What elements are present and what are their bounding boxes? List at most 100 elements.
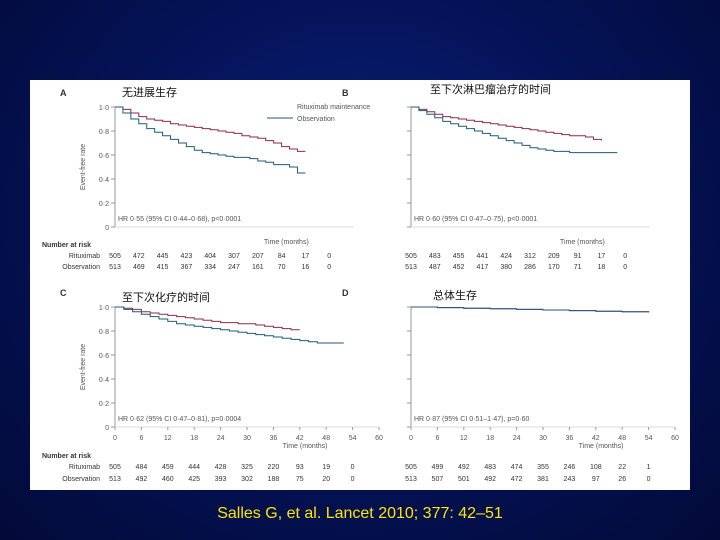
x-tick-label-c-9: 54 (349, 435, 357, 442)
x-tick-label-d-10: 60 (671, 435, 679, 442)
risk-observation-d-0: 513 (405, 476, 417, 483)
risk-observation-c-5: 302 (241, 476, 253, 483)
x-tick-label-c-0: 0 (113, 435, 117, 442)
y-tick-label-a-0: 0 (105, 225, 109, 232)
risk-label-observation-a: Observation (62, 264, 100, 271)
x-tick-label-c-6: 36 (270, 435, 278, 442)
risk-observation-d-6: 243 (564, 476, 576, 483)
risk-rituximab-d-7: 108 (590, 464, 602, 471)
panel-letter-c: C (60, 288, 67, 298)
x-tick-label-c-8: 48 (322, 435, 330, 442)
risk-observation-d-9: 0 (647, 476, 651, 483)
risk-observation-a-6: 161 (252, 264, 264, 271)
series-line-b-rituximab (411, 106, 602, 141)
x-tick-label-d-5: 30 (539, 435, 547, 442)
risk-rituximab-a-4: 404 (204, 253, 216, 260)
risk-observation-b-9: 0 (623, 264, 627, 271)
risk-rituximab-a-0: 505 (109, 253, 121, 260)
risk-observation-b-2: 452 (453, 264, 465, 271)
risk-rituximab-c-2: 459 (162, 464, 174, 471)
hr-text-c: HR 0·62 (95% CI 0·47–0·81), p=0·0004 (118, 416, 241, 423)
x-tick-label-c-10: 60 (375, 435, 383, 442)
risk-rituximab-d-1: 499 (432, 464, 444, 471)
risk-rituximab-a-7: 84 (278, 253, 286, 260)
risk-rituximab-a-9: 0 (327, 253, 331, 260)
risk-rituximab-c-0: 505 (109, 464, 121, 471)
series-line-b-observation (411, 106, 618, 154)
risk-rituximab-d-5: 355 (537, 464, 549, 471)
y-tick-label-a-3: 0·6 (99, 153, 109, 160)
risk-header-c: Number at risk (42, 453, 91, 460)
risk-rituximab-b-1: 483 (429, 253, 441, 260)
x-tick-label-d-4: 24 (513, 435, 521, 442)
risk-observation-b-7: 71 (574, 264, 582, 271)
y-tick-label-a-4: 0·8 (99, 129, 109, 136)
y-tick-label-a-2: 0·4 (99, 177, 109, 184)
risk-label-rituximab-a: Rituximab (69, 253, 100, 260)
x-tick-label-d-8: 48 (618, 435, 626, 442)
risk-observation-a-9: 0 (327, 264, 331, 271)
risk-rituximab-b-7: 91 (574, 253, 582, 260)
risk-observation-b-3: 417 (477, 264, 489, 271)
x-axis-label-a: Time (months) (264, 239, 309, 246)
risk-observation-b-1: 487 (429, 264, 441, 271)
legend-label-rituximab: Rituximab maintenance (297, 104, 370, 111)
x-tick-label-d-7: 42 (592, 435, 600, 442)
risk-observation-d-8: 26 (618, 476, 626, 483)
risk-observation-b-8: 18 (598, 264, 606, 271)
hr-text-d: HR 0·87 (95% CI 0·51–1·47), p=0·60 (414, 416, 529, 423)
x-tick-label-c-3: 18 (190, 435, 198, 442)
risk-rituximab-c-3: 444 (188, 464, 200, 471)
y-tick-label-c-0: 0 (105, 425, 109, 432)
risk-observation-c-8: 20 (322, 476, 330, 483)
panel-title-d: 总体生存 (433, 288, 477, 302)
x-tick-label-d-0: 0 (409, 435, 413, 442)
risk-rituximab-c-5: 325 (241, 464, 253, 471)
risk-rituximab-b-5: 312 (524, 253, 536, 260)
risk-rituximab-d-9: 1 (647, 464, 651, 471)
risk-observation-c-2: 460 (162, 476, 174, 483)
risk-observation-c-6: 188 (268, 476, 280, 483)
risk-observation-d-3: 492 (484, 476, 496, 483)
risk-observation-a-3: 367 (181, 264, 193, 271)
x-tick-label-d-1: 6 (435, 435, 439, 442)
y-tick-label-a-5: 1·0 (99, 105, 109, 112)
legend-label-observation: Observation (297, 116, 335, 123)
series-line-c-observation (115, 306, 344, 344)
risk-observation-b-4: 380 (500, 264, 512, 271)
y-tick-label-c-1: 0·2 (99, 401, 109, 408)
risk-rituximab-d-8: 22 (618, 464, 626, 471)
risk-observation-c-4: 393 (215, 476, 227, 483)
x-tick-label-d-6: 36 (566, 435, 574, 442)
x-tick-label-c-7: 42 (296, 435, 304, 442)
risk-observation-d-4: 472 (511, 476, 523, 483)
panel-title-a: 无进展生存 (122, 85, 177, 99)
risk-rituximab-a-6: 207 (252, 253, 264, 260)
risk-observation-c-3: 425 (188, 476, 200, 483)
y-tick-label-c-3: 0·6 (99, 353, 109, 360)
risk-rituximab-d-2: 492 (458, 464, 470, 471)
panel-letter-d: D (342, 288, 349, 298)
risk-rituximab-a-1: 472 (133, 253, 145, 260)
risk-rituximab-d-4: 474 (511, 464, 523, 471)
x-axis-label-b: Time (months) (560, 239, 605, 246)
risk-rituximab-a-3: 423 (181, 253, 193, 260)
x-tick-label-d-9: 54 (645, 435, 653, 442)
panel-letter-a: A (60, 88, 67, 98)
risk-observation-a-7: 70 (278, 264, 286, 271)
risk-observation-b-6: 170 (548, 264, 560, 271)
risk-rituximab-b-3: 441 (477, 253, 489, 260)
risk-observation-b-0: 513 (405, 264, 417, 271)
x-tick-label-c-5: 30 (243, 435, 251, 442)
panel-title-b: 至下次淋巴瘤治疗的时间 (430, 82, 551, 96)
risk-observation-c-9: 0 (351, 476, 355, 483)
series-line-a-rituximab (115, 106, 306, 152)
risk-rituximab-b-4: 424 (500, 253, 512, 260)
risk-rituximab-c-1: 484 (136, 464, 148, 471)
risk-rituximab-b-8: 17 (598, 253, 606, 260)
y-tick-label-c-2: 0·4 (99, 377, 109, 384)
risk-observation-b-5: 286 (524, 264, 536, 271)
risk-observation-a-1: 469 (133, 264, 145, 271)
risk-rituximab-b-2: 455 (453, 253, 465, 260)
panel-title-c: 至下次化疗的时间 (122, 290, 210, 304)
